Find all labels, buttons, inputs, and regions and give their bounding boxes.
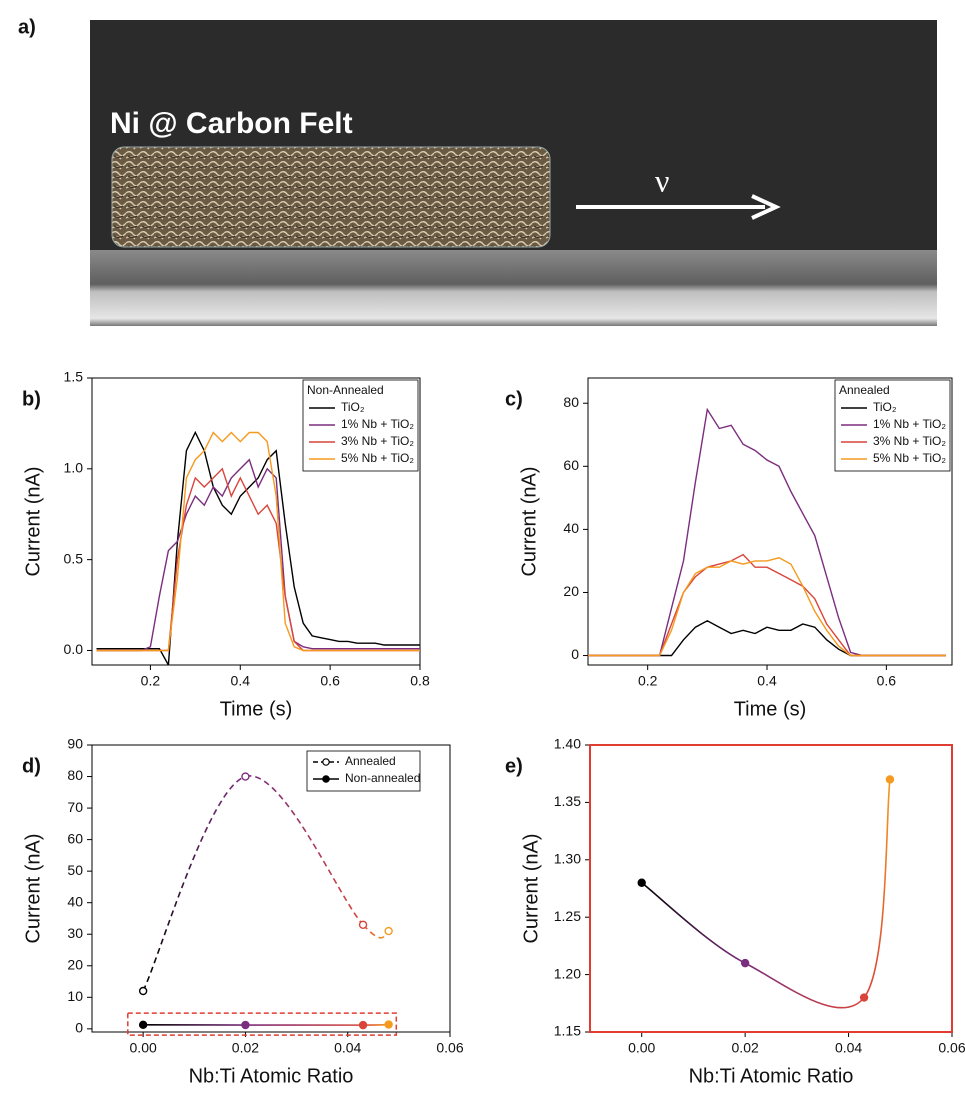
y-tick-label: 70 [67,799,83,815]
curve-segment [745,963,864,1008]
y-tick-label: 60 [563,457,579,473]
data-point [638,879,645,886]
x-tick-label: 0.06 [436,1040,463,1056]
data-point [140,1021,147,1028]
legend-label: 5% Nb + TiO₂ [341,451,414,465]
series-line [97,460,421,651]
y-tick-label: 0 [571,646,579,662]
legend-marker [323,776,329,782]
panel-label: d) [22,755,41,777]
panel-label: a) [18,16,36,38]
legend-label: TiO₂ [873,400,897,414]
legend-title: Annealed [839,383,890,397]
plot-frame [590,745,952,1032]
y-tick-label: 30 [67,925,83,941]
y-tick-label: 1.35 [554,793,581,809]
x-tick-label: 0.02 [232,1040,259,1056]
y-tick-label: 0 [75,1020,83,1036]
sem-substrate [90,250,937,326]
series-line [588,555,946,656]
x-tick-label: 0.02 [732,1040,759,1056]
y-tick-label: 1.20 [554,965,581,981]
curve-segment [864,779,890,997]
panel-label: b) [22,388,41,410]
legend-title: Non-Annealed [307,383,384,397]
series-line [97,469,421,651]
curve-segment [642,883,745,963]
x-tick-label: 0.04 [835,1040,862,1056]
x-tick-label: 0.8 [410,673,430,689]
y-axis-label: Current (nA) [518,466,540,576]
x-tick-label: 0.04 [334,1040,361,1056]
x-axis-label: Nb:Ti Atomic Ratio [189,1065,354,1087]
y-tick-label: 1.40 [554,736,581,752]
x-axis-label: Time (s) [220,698,293,720]
data-point [385,928,392,935]
x-tick-label: 0.2 [141,673,161,689]
panel-label: e) [505,755,523,777]
legend-label: Non-annealed [345,771,420,785]
felt-label: Ni @ Carbon Felt [110,107,353,140]
y-tick-label: 80 [563,394,579,410]
curve-segment [143,777,245,991]
data-point [140,988,147,995]
y-tick-label: 10 [67,988,83,1004]
y-tick-label: 20 [67,956,83,972]
x-tick-label: 0.2 [638,673,658,689]
legend-label: 5% Nb + TiO₂ [873,451,946,465]
felt-image [112,147,550,247]
x-axis-label: Nb:Ti Atomic Ratio [689,1065,854,1087]
series-line [588,621,946,656]
y-tick-label: 1.0 [64,460,84,476]
y-tick-label: 40 [563,520,579,536]
y-axis-label: Current (nA) [22,466,44,576]
y-axis-label: Current (nA) [520,833,542,943]
legend-label: TiO₂ [341,400,365,414]
data-point [360,1022,367,1029]
y-tick-label: 1.5 [64,369,84,385]
velocity-symbol: ν [655,162,669,198]
x-tick-label: 0.00 [130,1040,157,1056]
data-point [242,1022,249,1029]
x-tick-label: 0.06 [938,1040,965,1056]
y-tick-label: 0.0 [64,641,84,657]
y-tick-label: 1.30 [554,851,581,867]
legend-label: 1% Nb + TiO₂ [873,417,946,431]
y-tick-label: 50 [67,862,83,878]
y-axis-label: Current (nA) [22,833,44,943]
y-tick-label: 40 [67,893,83,909]
x-tick-label: 0.6 [320,673,340,689]
data-point [861,994,868,1001]
x-tick-label: 0.4 [231,673,251,689]
data-point [742,960,749,967]
y-tick-label: 0.5 [64,550,84,566]
legend-label: 1% Nb + TiO₂ [341,417,414,431]
y-tick-label: 1.25 [554,908,581,924]
y-tick-label: 1.15 [554,1023,581,1039]
x-axis-label: Time (s) [734,698,807,720]
data-point [242,773,249,780]
data-point [385,1021,392,1028]
panel-label: c) [505,388,523,410]
y-tick-label: 20 [563,583,579,599]
x-tick-label: 0.4 [757,673,777,689]
series-line [588,558,946,656]
y-tick-label: 80 [67,767,83,783]
legend-marker [323,759,329,765]
x-tick-label: 0.00 [628,1040,655,1056]
legend-label: 3% Nb + TiO₂ [873,434,946,448]
x-tick-label: 0.6 [877,673,897,689]
data-point [886,776,893,783]
legend-label: 3% Nb + TiO₂ [341,434,414,448]
y-tick-label: 60 [67,830,83,846]
legend-label: Annealed [345,754,396,768]
y-tick-label: 90 [67,736,83,752]
data-point [360,921,367,928]
curve-segment [245,776,363,925]
